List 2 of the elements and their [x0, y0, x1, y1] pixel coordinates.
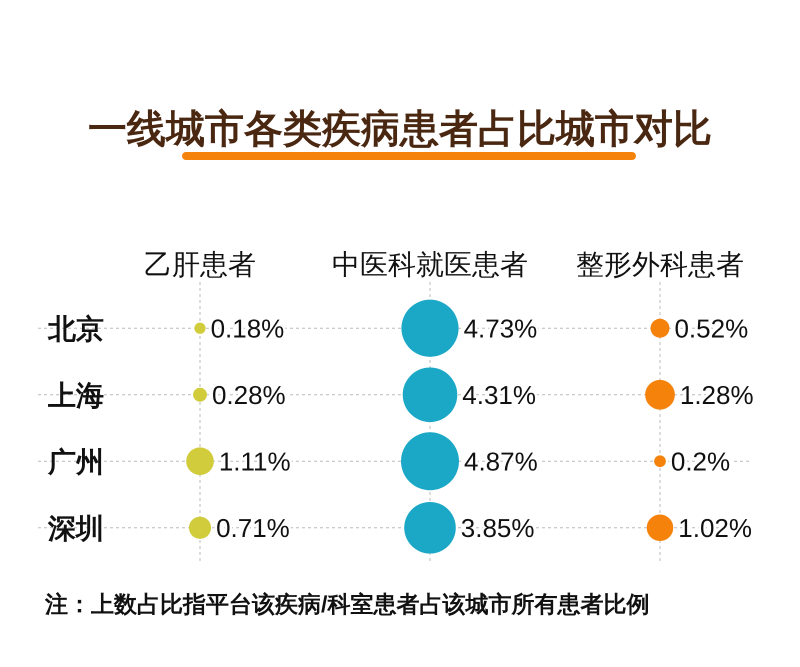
annotation: 注：上数占比指平台该疾病/科室患者占该城市所有患者比例: [45, 591, 650, 617]
title: 一线城市各类疾病患者占比城市对比: [88, 108, 712, 151]
